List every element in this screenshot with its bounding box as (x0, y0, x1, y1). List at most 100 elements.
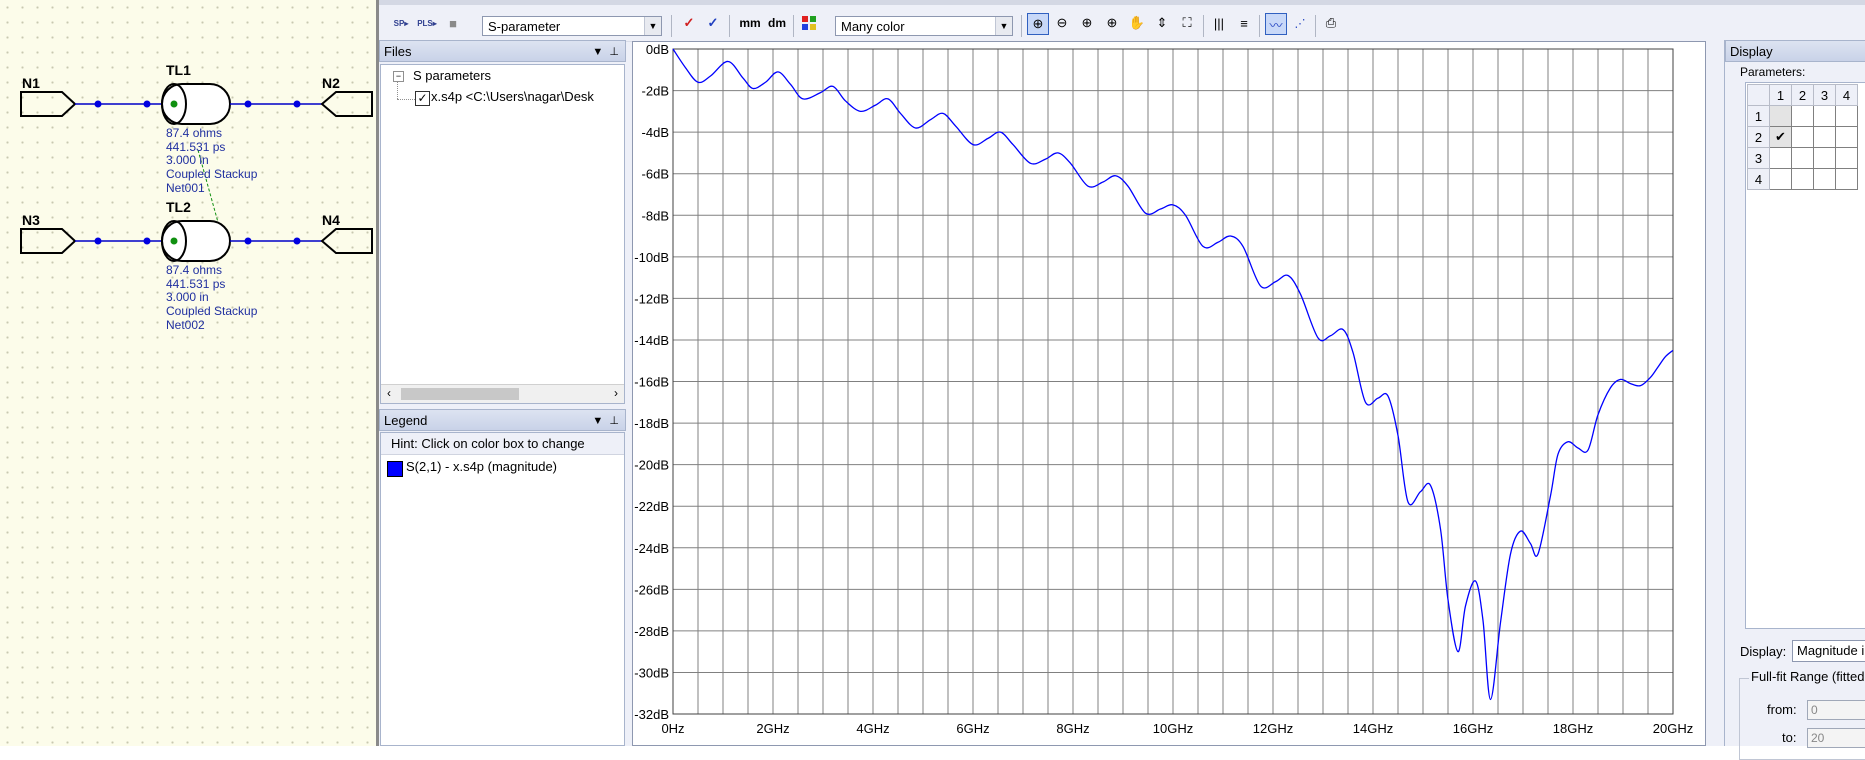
pan-icon[interactable]: ✋ (1128, 15, 1146, 30)
s21-chart: 0dB -2dB -4dB -6dB -8dB -10dB -12dB -14dB -16dB -… (634, 42, 1693, 736)
fullfit-range-title: Full-fit Range (fitted (1749, 669, 1865, 684)
y-tick-label: -18dB (634, 416, 669, 431)
port-n1[interactable] (20, 91, 77, 117)
splitter[interactable] (376, 0, 379, 746)
plot-area[interactable]: 0dB -2dB -4dB -6dB -8dB -10dB -12dB -14dB -16dB -… (632, 41, 1706, 746)
grid-cell[interactable] (1813, 126, 1836, 148)
file-checkbox[interactable]: ✓ (415, 91, 430, 106)
collapse-icon[interactable]: − (393, 71, 404, 82)
grid-row-header: 2 (1747, 126, 1770, 148)
grid-cell[interactable] (1835, 126, 1858, 148)
grid-cell[interactable] (1769, 105, 1792, 127)
color-mode-select[interactable]: Many color ▼ (835, 16, 1013, 36)
legend-list: Hint: Click on color box to change S(2,1… (380, 432, 625, 746)
grid-col-header: 2 (1791, 84, 1814, 106)
x-tick-label: 0Hz (661, 721, 684, 736)
toolbar-separator (1315, 15, 1316, 37)
scroll-thumb[interactable] (401, 388, 519, 400)
scroll-right-icon[interactable]: › (614, 386, 618, 400)
scroll-left-icon[interactable]: ‹ (387, 386, 391, 400)
tl1-length: 3.000 in (166, 153, 209, 168)
tree-line (397, 81, 399, 99)
open-sp-icon[interactable]: SP▸ (393, 18, 409, 28)
transmission-line-tl2[interactable] (161, 220, 231, 262)
panel-pin-icon[interactable]: ▼ ⊥ (592, 46, 619, 58)
grid-cell[interactable] (1769, 147, 1792, 169)
zoom-x-icon[interactable]: ⊕ (1081, 15, 1093, 30)
legend-color-swatch[interactable] (387, 461, 403, 477)
grid-cell[interactable] (1813, 168, 1836, 190)
y-tick-label: -6dB (642, 167, 669, 182)
check-blue-icon[interactable]: ✓ (707, 15, 719, 30)
to-field[interactable] (1807, 728, 1865, 748)
grid-cell[interactable] (1791, 105, 1814, 127)
grid-cell[interactable] (1813, 105, 1836, 127)
parameter-grid: 1 2 3 4 1 2 ✔ 3 4 (1747, 84, 1858, 190)
print-icon[interactable]: ⎙ (1325, 15, 1337, 30)
from-field[interactable] (1807, 700, 1865, 720)
tree-line (397, 99, 415, 101)
parameters-label: Parameters: (1740, 65, 1806, 79)
y-tick-label: -14dB (634, 333, 669, 348)
plot-type-value: S-parameter (488, 19, 561, 34)
schematic-canvas[interactable]: N1 N2 N3 N4 TL1 TL2 87.4 ohms 441.531 ps… (0, 0, 376, 746)
x-tick-label: 2GHz (756, 721, 789, 736)
from-label: from: (1767, 702, 1797, 717)
series-line-s21 (672, 48, 1674, 701)
port-n2[interactable] (320, 91, 373, 117)
to-label: to: (1782, 730, 1797, 745)
tl1-name: TL1 (166, 62, 191, 78)
x-tick-label: 8GHz (1056, 721, 1089, 736)
open-pls-icon[interactable]: PLS▸ (417, 18, 437, 28)
display-mode-select[interactable]: Magnitude i (1792, 640, 1865, 662)
y-tick-label: -32dB (634, 707, 669, 722)
zoom-out-icon[interactable]: ⊖ (1056, 15, 1068, 30)
y-tick-label: -28dB (634, 624, 669, 639)
save-icon[interactable]: ■ (449, 15, 457, 31)
x-tick-label: 4GHz (856, 721, 889, 736)
top-strip (379, 0, 1865, 5)
grid-col-header: 4 (1835, 84, 1858, 106)
grid-cell[interactable] (1791, 147, 1814, 169)
x-tick-label: 14GHz (1353, 721, 1393, 736)
port-n3[interactable] (20, 228, 77, 254)
toolbar-separator (729, 15, 730, 37)
grid-cell[interactable] (1813, 147, 1836, 169)
tree-root: S parameters (413, 68, 492, 83)
grid-cell[interactable] (1769, 168, 1792, 190)
units-mm-button[interactable]: mm (739, 16, 761, 30)
tl2-stackup: Coupled Stackup (166, 304, 258, 319)
hgrid-icon[interactable]: ≡ (1240, 15, 1248, 31)
units-dm-button[interactable]: dm (768, 16, 786, 30)
check-red-icon[interactable]: ✓ (683, 15, 695, 30)
x-tick-label: 18GHz (1553, 721, 1593, 736)
line-plot-icon[interactable]: 〰 (1265, 13, 1287, 35)
tl1-net: Net001 (166, 180, 205, 195)
toolbar-separator (793, 15, 794, 37)
tl1-impedance: 87.4 ohms (166, 126, 223, 140)
vgrid-icon[interactable]: ||| (1213, 15, 1225, 31)
grid-cell[interactable] (1835, 168, 1858, 190)
grid-cell[interactable] (1791, 168, 1814, 190)
grid-cell[interactable] (1835, 105, 1858, 127)
fit-all-icon[interactable]: ⛶ (1182, 15, 1192, 30)
port-n4[interactable] (320, 228, 373, 254)
y-tick-label: -24dB (634, 541, 669, 556)
plot-type-select[interactable]: S-parameter ▼ (482, 16, 662, 36)
transmission-line-tl1[interactable] (161, 83, 231, 125)
panel-pin-icon[interactable]: ▼ ⊥ (592, 415, 619, 427)
grid-cell[interactable] (1791, 126, 1814, 148)
port-label-n1: N1 (22, 75, 40, 91)
dot-plot-icon[interactable]: ⋰ (1294, 17, 1306, 30)
grid-col-header: 1 (1769, 84, 1792, 106)
horizontal-scrollbar[interactable]: ‹ › (381, 384, 624, 403)
zoom-y-icon[interactable]: ⊕ (1106, 15, 1118, 30)
grid-cell[interactable]: ✔ (1769, 126, 1792, 148)
fit-y-icon[interactable]: ⇕ (1156, 15, 1168, 30)
grid-cell[interactable] (1835, 147, 1858, 169)
color-mode-value: Many color (841, 19, 905, 34)
zoom-in-icon[interactable]: ⊕ (1027, 13, 1049, 35)
color-palette-icon[interactable] (799, 13, 819, 33)
grid-corner (1747, 84, 1770, 106)
tree-file-item[interactable]: x.s4p <C:\Users\nagar\Desk (431, 89, 594, 104)
